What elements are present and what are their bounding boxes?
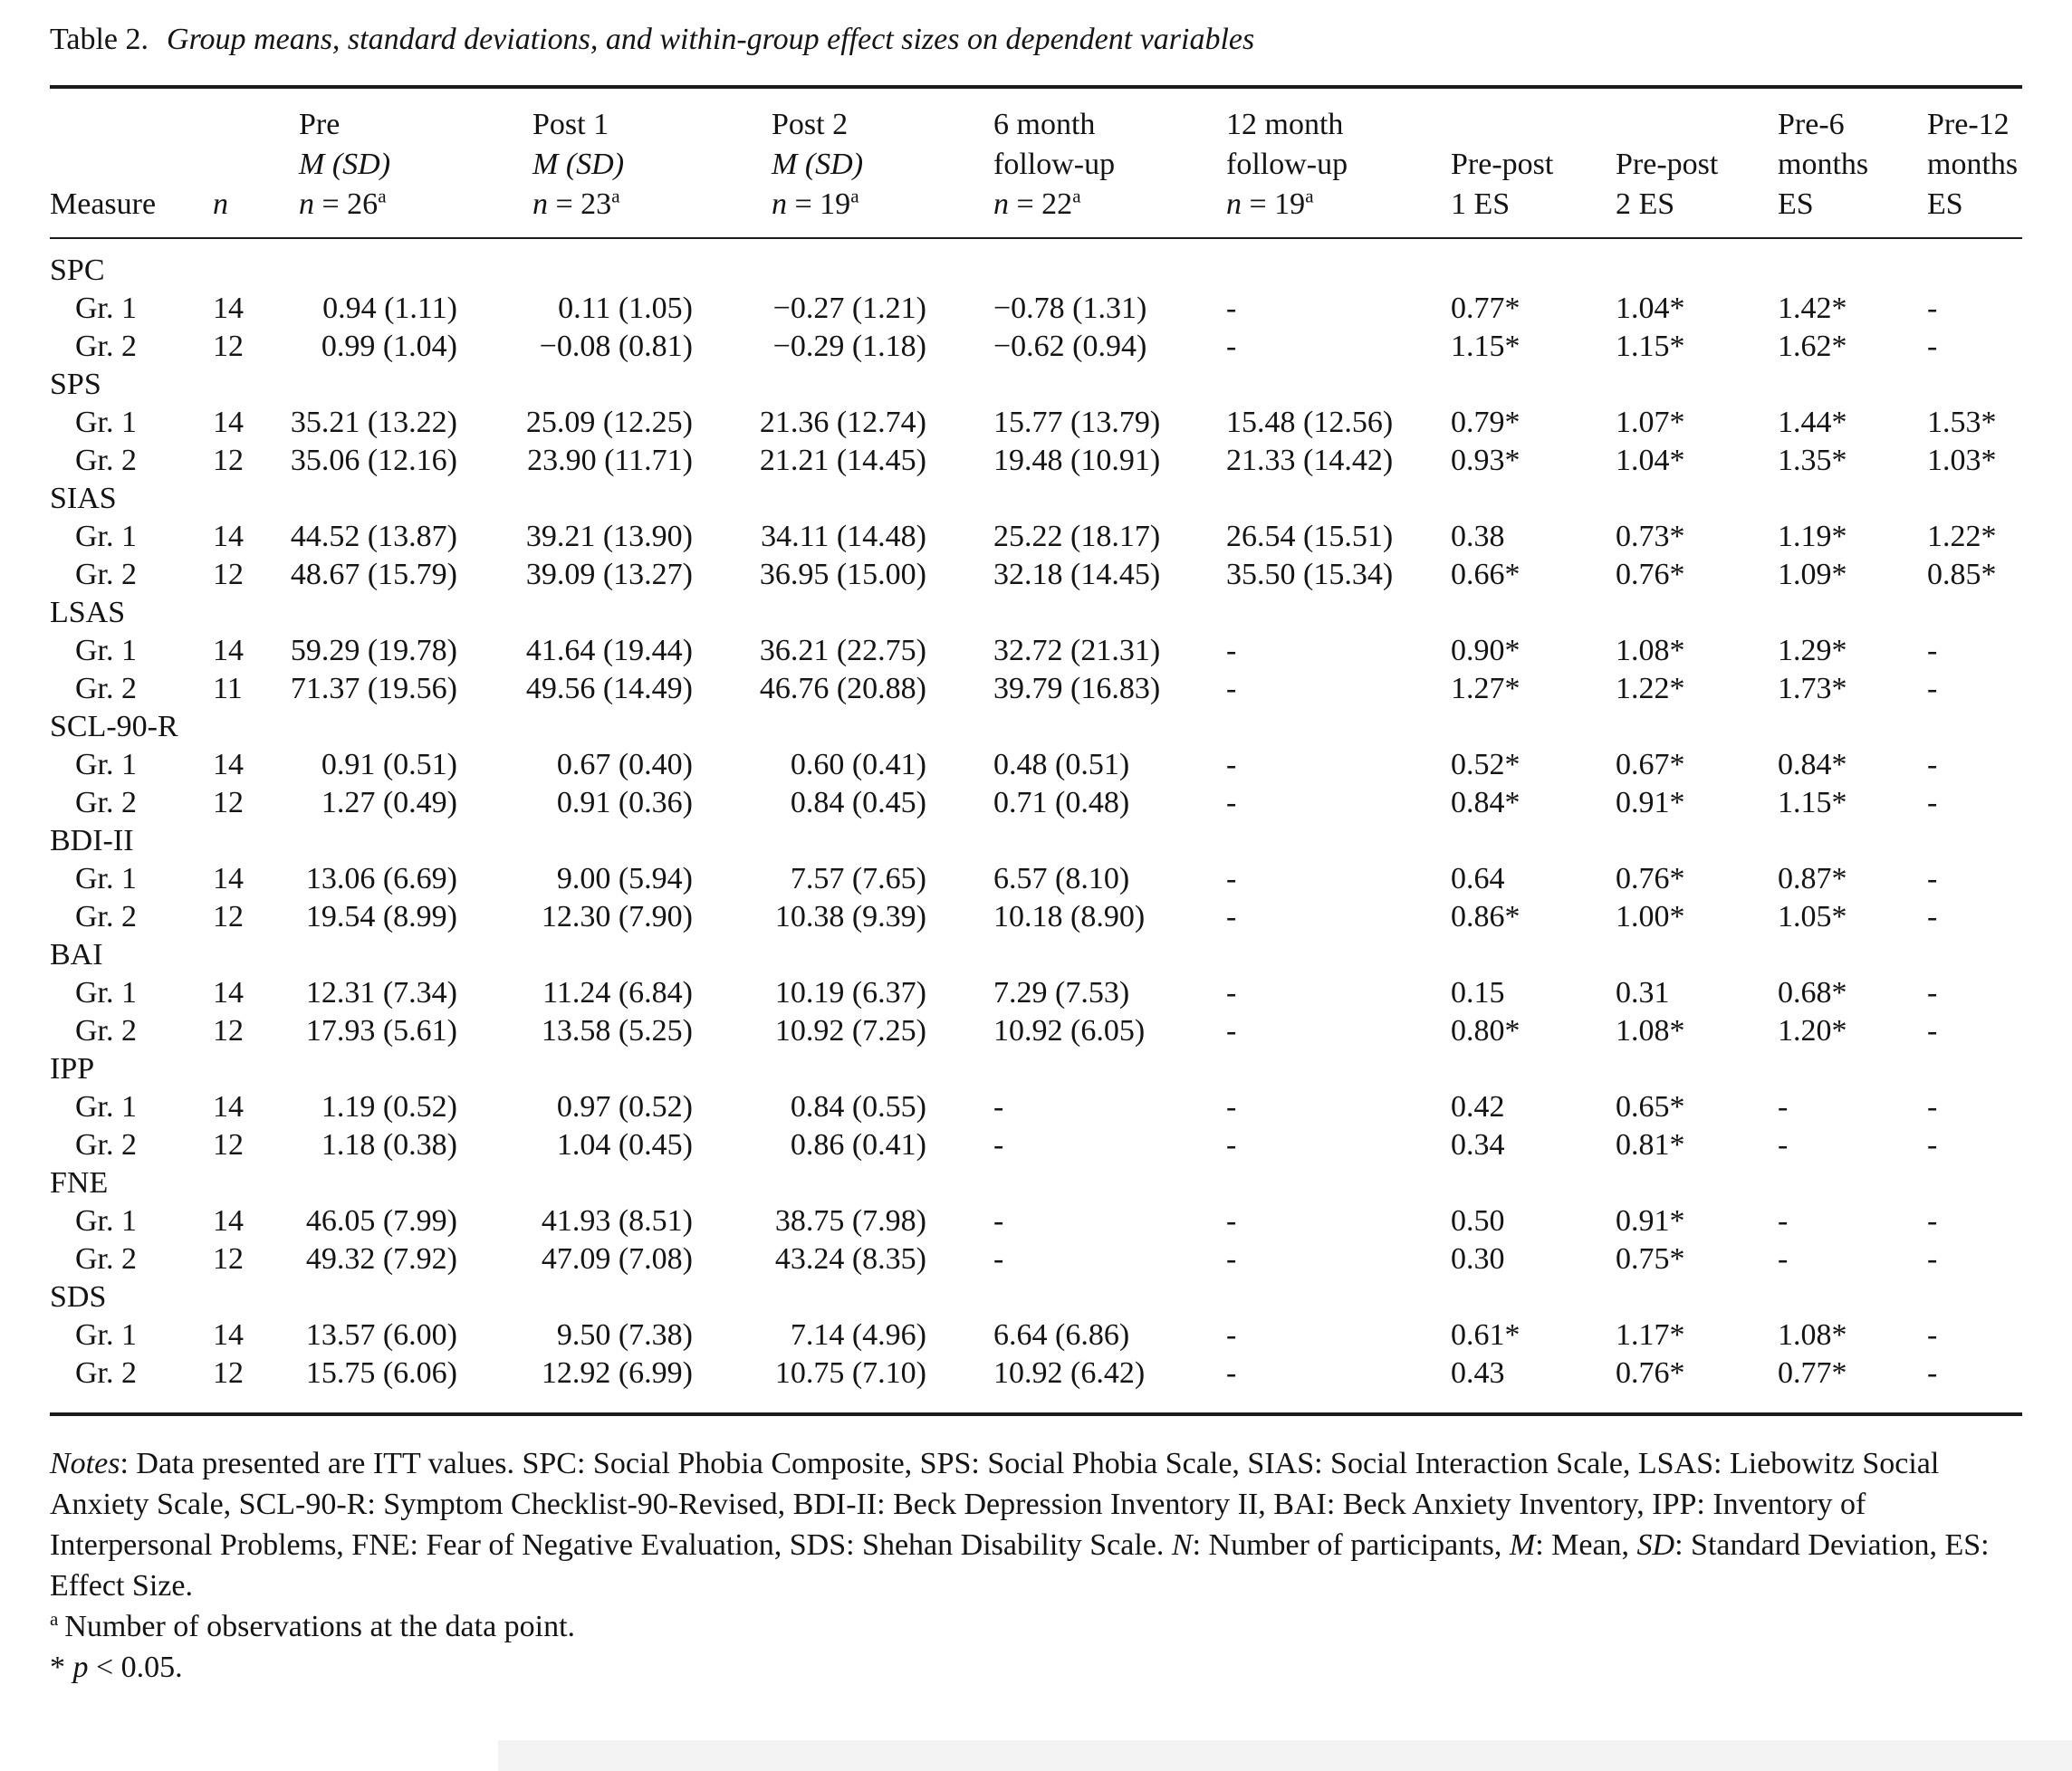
col-header-pre6months-es: Pre-6 months ES	[1734, 87, 1893, 239]
table-row: Gr. 2 12 1.18 (0.38) 1.04 (0.45) 0.86 (0.41)…	[75, 1128, 1938, 1162]
table-row: Gr. 2 12 0.99 (1.04) −0.08 (0.81) −0.29 (1.1…	[75, 330, 1938, 363]
table-row: Gr. 2 12 35.06 (12.16) 23.90 (11.71) 21.21 (…	[75, 444, 1997, 477]
section-row: SIAS	[50, 482, 117, 515]
table-row: Gr. 1 14 0.94 (1.11) 0.11 (1.05) −0.27 (1.21…	[75, 292, 1938, 325]
col-header-prepost2-es: Pre-post 2 ES	[1571, 87, 1734, 239]
section-row: SCL-90-R	[50, 710, 178, 743]
section-row: LSAS	[50, 596, 126, 629]
table-row: Gr. 1 14 35.21 (13.22) 25.09 (12.25) 21.36 (…	[75, 406, 1997, 439]
table-row: Gr. 2 12 49.32 (7.92) 47.09 (7.08) 43.24 (8.…	[75, 1242, 1938, 1276]
section-row: FNE	[50, 1166, 109, 1200]
page-edge-band	[498, 1740, 2072, 1771]
col-header-post1: Post 1 M (SD) n = 23a	[468, 87, 696, 239]
table-row: Gr. 1 14 44.52 (13.87) 39.21 (13.90) 34.11 (…	[75, 520, 1997, 553]
table-row: Gr. 1 14 1.19 (0.52) 0.97 (0.52) 0.84 (0.55)…	[75, 1090, 1938, 1124]
section-row: BAI	[50, 938, 103, 972]
col-header-post2: Post 2 M (SD) n = 19a	[696, 87, 930, 239]
table-row: Gr. 1 14 13.06 (6.69) 9.00 (5.94) 7.57 (7.65…	[75, 862, 1938, 895]
table-row: Gr. 2 12 15.75 (6.06) 12.92 (6.99) 10.75 (7.…	[75, 1356, 1938, 1390]
col-header-prepost1-es: Pre-post 1 ES	[1407, 87, 1571, 239]
table-row: Gr. 1 14 0.91 (0.51) 0.67 (0.40) 0.60 (0.41)…	[75, 748, 1938, 781]
section-row: IPP	[50, 1052, 95, 1086]
note-line: * p < 0.05.	[50, 1651, 183, 1684]
note-line: Notes: Data presented are ITT values. SP…	[50, 1447, 1990, 1603]
col-header-12month-followup: 12 month follow-up n = 19a	[1163, 87, 1407, 239]
table-row: Gr. 1 14 46.05 (7.99) 41.93 (8.51) 38.75 (7.…	[75, 1204, 1938, 1238]
table-row: Gr. 2 12 19.54 (8.99) 12.30 (7.90) 10.38 (9.…	[75, 900, 1938, 933]
table-row: Gr. 2 12 17.93 (5.61) 13.58 (5.25) 10.92 (7.…	[75, 1014, 1938, 1048]
col-header-pre12months-es: Pre-12 months ES	[1893, 87, 2022, 239]
table-row: Gr. 1 14 12.31 (7.34) 11.24 (6.84) 10.19 (6.…	[75, 976, 1938, 1010]
table-header-row: Measure n Pre M (SD) n = 26a Post 1 M (S…	[50, 87, 2022, 239]
col-header-pre: Pre M (SD) n = 26a	[273, 87, 468, 239]
table-row: Gr. 1 14 13.57 (6.00) 9.50 (7.38) 7.14 (4.96…	[75, 1318, 1938, 1352]
note-line: a Number of observations at the data poin…	[50, 1607, 576, 1643]
col-header-measure: Measure	[50, 87, 208, 239]
table-row: Gr. 2 12 1.27 (0.49) 0.91 (0.36) 0.84 (0.45)…	[75, 786, 1938, 819]
results-table: Measure n Pre M (SD) n = 26a Post 1 M (S…	[50, 85, 2022, 1416]
table-row: Gr. 1 14 59.29 (19.78) 41.64 (19.44) 36.21 (…	[75, 634, 1938, 667]
table-number: Table 2.	[50, 23, 149, 56]
table-body: SPC Gr. 1 14 0.94 (1.11) 0.11 (1.05) −0.27 (1…	[50, 238, 2022, 1414]
section-row: BDI-II	[50, 824, 134, 857]
table-row: Gr. 2 12 48.67 (15.79) 39.09 (13.27) 36.95 (…	[75, 558, 1997, 591]
table-row: Gr. 2 11 71.37 (19.56) 49.56 (14.49) 46.76 (…	[75, 672, 1938, 705]
paper-table-page: Table 2. Group means, standard deviations…	[50, 20, 2022, 1688]
section-row: SPC	[50, 254, 105, 287]
section-row: SDS	[50, 1280, 107, 1314]
col-header-6month-followup: 6 month follow-up n = 22a	[930, 87, 1163, 239]
table-notes: Notes: Data presented are ITT values. SP…	[50, 1443, 2022, 1688]
col-header-n: n	[208, 87, 273, 239]
section-row: SPS	[50, 368, 101, 401]
table-caption: Group means, standard deviations, and wi…	[167, 23, 1255, 56]
table-title: Table 2. Group means, standard deviations…	[50, 20, 2022, 60]
